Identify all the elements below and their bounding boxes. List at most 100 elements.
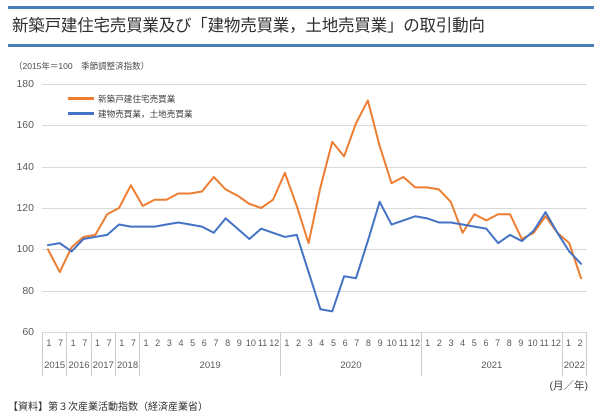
legend-swatch-icon — [68, 112, 94, 115]
x-axis-month-label: 5 — [330, 338, 336, 348]
x-axis-month-label: 10 — [386, 338, 397, 348]
x-axis-year-label: 2015 — [44, 359, 66, 371]
x-axis-month-label: 5 — [471, 338, 477, 348]
x-axis-month-label: 12 — [269, 338, 280, 348]
x-axis-month-label: 9 — [377, 338, 383, 348]
x-axis-month-label: 1 — [425, 338, 431, 348]
x-axis-month-label: 7 — [354, 338, 360, 348]
y-axis-tick-label: 140 — [16, 160, 34, 173]
x-axis-month-label: 1 — [94, 338, 100, 348]
page-title: 新築戸建住宅売買業及び「建物売買業，土地売買業」の取引動向 — [12, 17, 485, 35]
x-axis-group-months: 1 2 3 4 5 6 7 8 9 10 11 12 — [139, 332, 280, 354]
legend-swatch-icon — [68, 97, 94, 100]
legend-item-label: 新築戸建住宅売買業 — [98, 93, 176, 104]
y-axis: 60 80 100 120 140 160 180 — [0, 78, 38, 338]
x-axis-year-label: 2020 — [340, 359, 362, 371]
x-axis-month-label: 6 — [201, 338, 207, 348]
legend-item: 建物売買業，土地売買業 — [68, 107, 193, 120]
y-axis-tick-label: 180 — [16, 78, 34, 90]
series-line — [46, 99, 583, 280]
chart-legend: 新築戸建住宅売買業建物売買業，土地売買業 — [68, 92, 193, 122]
gridline — [42, 125, 587, 127]
x-axis-month-label: 9 — [518, 338, 524, 348]
x-axis-month-label: 5 — [190, 338, 196, 348]
x-axis-group-year: 2020 — [280, 354, 421, 376]
y-axis-tick-label: 60 — [22, 326, 34, 338]
x-axis-group-year: 2017 — [90, 354, 115, 376]
x-axis-month-label: 12 — [410, 338, 421, 348]
x-axis-group-year: 2021 — [420, 354, 562, 376]
gridline — [42, 332, 587, 333]
x-axis-group-months: 1 2 3 4 5 6 7 8 9 10 11 12 — [280, 332, 421, 354]
x-axis-month-label: 1 — [284, 338, 290, 348]
x-axis-month-label: 11 — [398, 338, 409, 348]
x-axis-month-label: 3 — [307, 338, 313, 348]
gridline — [42, 166, 587, 168]
x-axis-year-label: 2016 — [68, 359, 90, 371]
x-axis-month-label: 7 — [106, 338, 112, 348]
axis-unit-note: （2015年＝100 季節調整済指数） — [14, 61, 150, 71]
x-axis-year-label: 2019 — [199, 359, 221, 371]
chart-lines — [46, 99, 583, 313]
x-axis-month-label: 2 — [295, 338, 301, 348]
x-axis: 1 7 1 7 1 7 1 7 1 2 3 4 5 6 7 8 9 10 11 12 1 2 3 4 5 6 7 8 9 10 11 12 1 2… — [42, 332, 587, 376]
x-axis-month-label: 8 — [365, 338, 371, 348]
x-axis-month-label: 8 — [506, 338, 512, 348]
x-axis-month-label: 2 — [577, 338, 583, 348]
title-rule-top — [8, 6, 594, 9]
plot-area — [42, 84, 587, 333]
x-axis-group-year: 2022 — [561, 354, 587, 376]
x-axis-group-year: 2018 — [114, 354, 139, 376]
x-axis-month-label: 3 — [448, 338, 454, 348]
source-note: 【資料】第３次産業活動指数（経済産業省） — [8, 402, 208, 413]
x-axis-months-row: 1 7 1 7 1 7 1 7 1 2 3 4 5 6 7 8 9 10 11 12 1 2 3 4 5 6 7 8 9 10 11 12 1 2… — [42, 332, 587, 354]
series-line — [46, 200, 583, 313]
x-axis-year-label: 2022 — [563, 359, 585, 371]
x-axis-month-label: 12 — [550, 338, 561, 348]
x-axis-month-label: 11 — [539, 338, 549, 348]
gridline — [42, 84, 587, 85]
x-axis-group-year: 2015 — [42, 354, 66, 376]
x-axis-month-label: 2 — [155, 338, 161, 348]
x-axis-month-label: 10 — [527, 338, 538, 348]
gridline — [42, 249, 587, 251]
legend-item: 新築戸建住宅売買業 — [68, 92, 193, 105]
x-axis-group-year: 2019 — [139, 354, 280, 376]
x-axis-month-label: 2 — [436, 338, 442, 348]
x-axis-month-label: 9 — [236, 338, 242, 348]
x-axis-month-label: 7 — [495, 338, 501, 348]
x-axis-group-months: 1 2 3 4 5 6 7 8 9 10 11 12 — [420, 332, 562, 354]
x-axis-group-year: 2016 — [66, 354, 90, 376]
y-axis-tick-label: 100 — [16, 243, 34, 256]
x-axis-month-label: 7 — [130, 338, 136, 348]
y-axis-tick-label: 80 — [22, 284, 34, 297]
x-axis-month-label: 1 — [119, 338, 125, 348]
x-axis-month-label: 7 — [213, 338, 219, 348]
x-axis-month-label: 1 — [70, 338, 76, 348]
x-axis-year-label: 2017 — [92, 359, 114, 371]
gridline — [42, 208, 587, 209]
y-axis-tick-label: 160 — [16, 119, 34, 132]
x-axis-month-label: 1 — [143, 338, 149, 348]
legend-item-label: 建物売買業，土地売買業 — [98, 108, 193, 119]
x-axis-month-label: 4 — [460, 338, 466, 348]
x-axis-month-label: 4 — [178, 338, 184, 348]
x-axis-month-label: 1 — [565, 338, 571, 348]
y-axis-tick-label: 120 — [16, 202, 34, 214]
x-axis-years-row: 2015 2016 2017 2018 2019 2020 2021 2022 — [42, 354, 587, 376]
x-axis-month-label: 6 — [342, 338, 348, 348]
title-rule-bottom — [8, 44, 594, 47]
x-axis-month-label: 8 — [225, 338, 231, 348]
x-axis-month-label: 4 — [319, 338, 325, 348]
x-axis-month-label: 3 — [166, 338, 172, 348]
x-axis-month-label: 11 — [257, 338, 268, 348]
x-axis-month-label: 6 — [483, 338, 489, 348]
x-axis-month-label: 7 — [82, 338, 88, 348]
x-axis-year-label: 2018 — [116, 359, 139, 371]
x-axis-year-label: 2021 — [481, 359, 503, 371]
